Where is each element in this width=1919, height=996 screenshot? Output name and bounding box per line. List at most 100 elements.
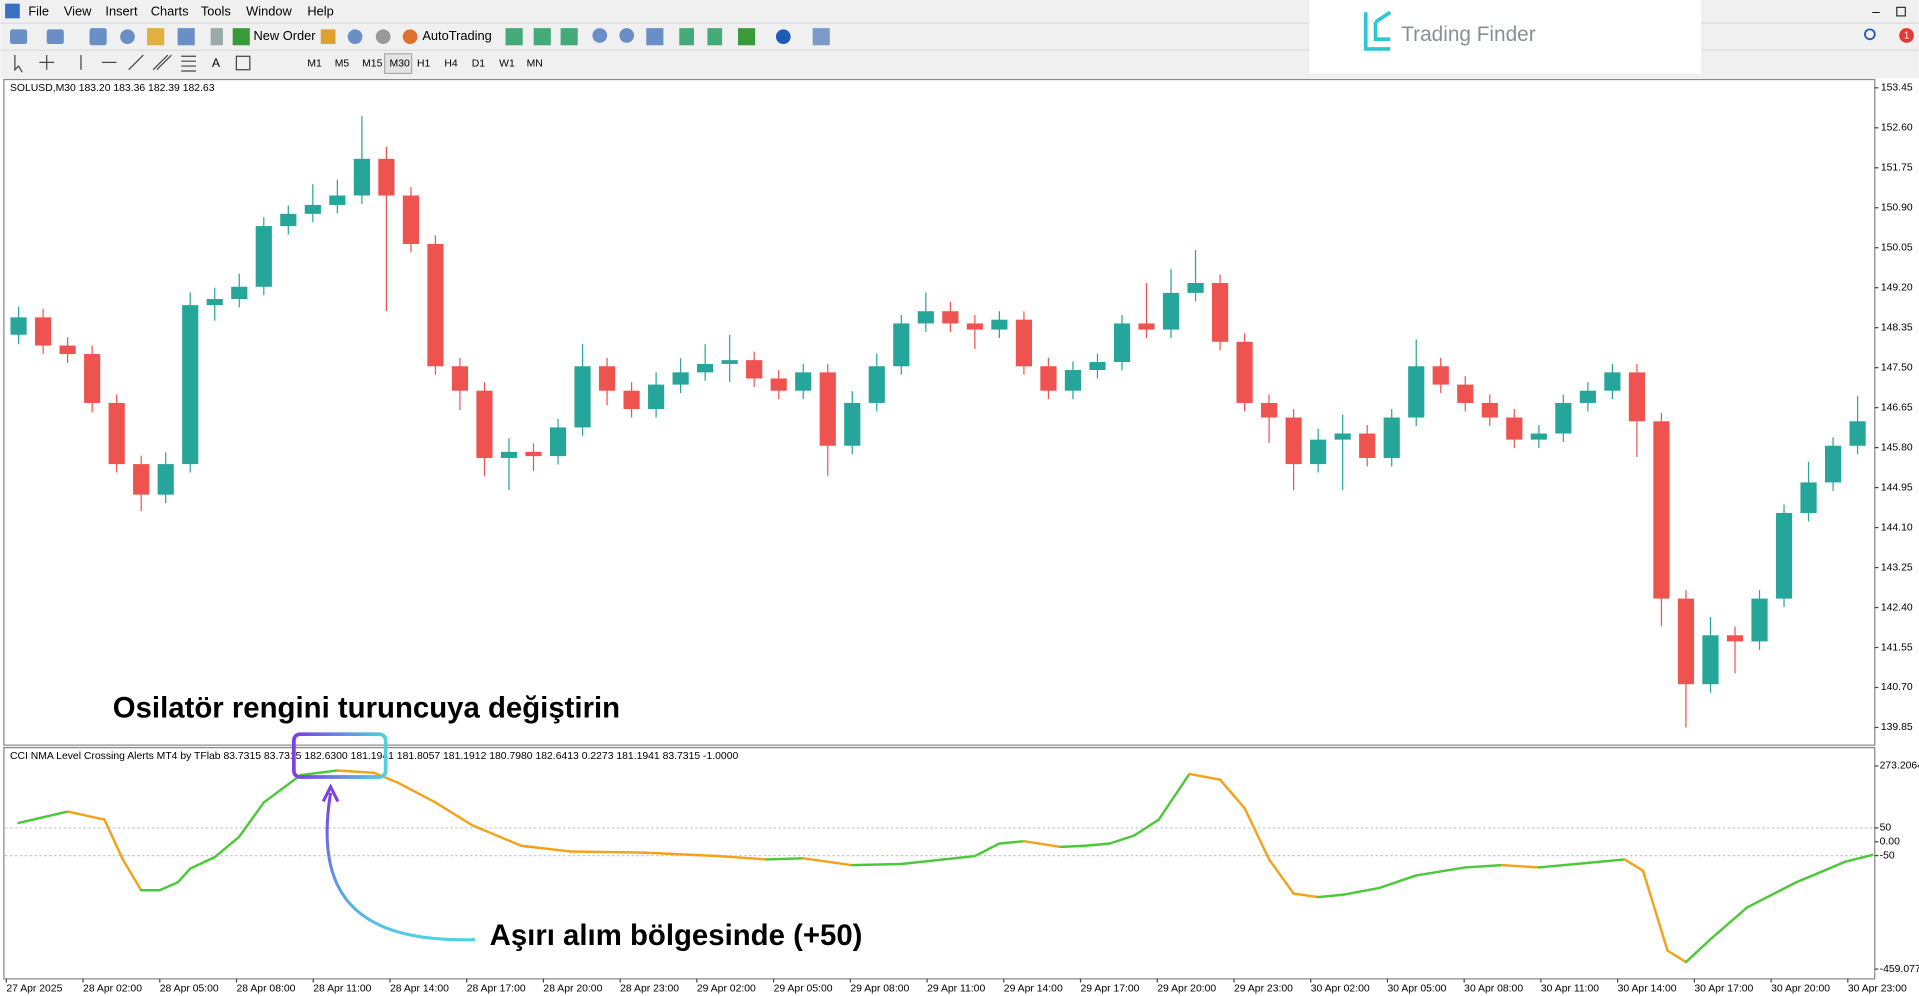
candle-body [1849,421,1866,446]
cursor-tool[interactable] [14,55,23,73]
indicator-segment [17,810,69,825]
indicator-segment [1500,863,1541,869]
timeframe-button[interactable]: H1 [417,58,431,69]
icon[interactable] [592,28,608,43]
icon[interactable] [89,28,107,46]
autotrading-button[interactable]: AutoTrading [422,28,491,43]
indicator-segment [1133,818,1160,837]
fibo-tool[interactable] [181,55,196,72]
candle-body [1359,433,1376,458]
toolbar-icons [9,28,830,46]
icon[interactable] [375,29,391,45]
menu-item[interactable]: Charts [151,4,189,19]
candle-body [1702,635,1719,685]
y-tick-label: 145.80 [1881,442,1913,453]
timeframe-button[interactable]: H4 [444,58,458,69]
icon[interactable] [46,29,64,45]
icon[interactable] [505,28,523,46]
candle-body [1383,417,1400,458]
icon[interactable] [320,29,336,45]
icon[interactable] [210,28,223,46]
candle-body [868,366,885,403]
trend-tool[interactable] [128,54,144,71]
icon[interactable] [120,29,135,45]
indicator-segment [1795,860,1847,884]
label-tool[interactable] [235,55,251,71]
icon[interactable] [646,28,664,46]
indicator-segment [262,773,302,804]
minimize-button[interactable]: – [1872,4,1880,19]
candle-body [1138,323,1155,330]
icon[interactable] [347,29,363,45]
menu-item[interactable]: View [64,4,92,19]
menu-item[interactable]: Help [307,4,333,19]
icon[interactable] [560,28,578,46]
candle-body [574,366,591,428]
icon[interactable] [232,28,250,46]
indicator-segment [1157,772,1191,821]
timeframe-selected [384,53,413,75]
timeframe-button[interactable]: M5 [335,58,350,69]
y-tick-label: 146.65 [1881,402,1913,413]
candle-body [942,311,959,324]
indicator-segment [1537,861,1590,869]
candle-body [84,354,101,403]
candle-body [427,243,444,367]
indicator-segment [121,858,143,892]
icon[interactable] [533,28,551,46]
icon[interactable] [738,28,756,46]
price-panel [3,78,1876,746]
icon[interactable] [402,29,418,45]
candle-body [1653,421,1670,599]
icon[interactable] [812,28,830,46]
crosshair-tool[interactable] [39,55,55,70]
timeframe-button[interactable]: M15 [362,58,382,69]
indicator-segment [1684,938,1712,964]
candle-body [133,464,150,495]
indicator-segment [716,854,768,861]
menu-item[interactable]: Window [246,4,292,19]
candle-body [329,195,346,205]
icon[interactable] [775,29,791,45]
y-tick-label: -459.077 [1880,964,1919,975]
timeframe-button[interactable]: M1 [307,58,322,69]
candle-body [1015,319,1032,367]
y-tick-label: -50 [1880,850,1895,861]
menu-item[interactable]: File [28,4,49,19]
y-tick-label: 147.50 [1881,362,1913,373]
new-order-button[interactable]: New Order [253,28,316,43]
notification-badge[interactable] [1899,28,1914,43]
search-icon[interactable] [1864,28,1876,41]
candle-body [549,427,567,457]
icon[interactable] [147,28,165,46]
timeframe-button[interactable]: MN [527,58,543,69]
callout-arrow [325,792,475,942]
menu-item[interactable]: Tools [201,4,231,19]
icon[interactable] [707,28,723,46]
channel-tool[interactable] [152,54,172,71]
indicator-segment [1586,858,1626,865]
timeframe-button[interactable]: W1 [499,58,515,69]
candle-body [1726,635,1744,642]
icon[interactable] [9,29,28,45]
x-tick-label: 27 Apr 2025 [6,983,62,994]
indicator-segment [1641,869,1669,952]
indicator-segment [1188,772,1222,781]
icon[interactable] [679,28,694,46]
indicator-segment [103,818,125,861]
candle-body [525,451,542,457]
restore-button[interactable] [1896,6,1906,17]
timeframe-button[interactable]: D1 [472,58,486,69]
candle-body [1481,402,1498,418]
x-tick-label: 28 Apr 08:00 [237,983,296,994]
text-tool[interactable]: A [212,56,221,70]
app-icon [5,3,20,19]
candle-body [35,317,52,346]
y-tick-label: 153.45 [1881,83,1913,94]
icon[interactable] [619,28,635,43]
icon[interactable] [177,28,195,46]
candle-body [1628,372,1646,422]
x-tick-label: 28 Apr 11:00 [313,983,371,994]
menu-item[interactable]: Insert [105,4,138,19]
timeframe-button[interactable]: M30 [390,58,410,69]
